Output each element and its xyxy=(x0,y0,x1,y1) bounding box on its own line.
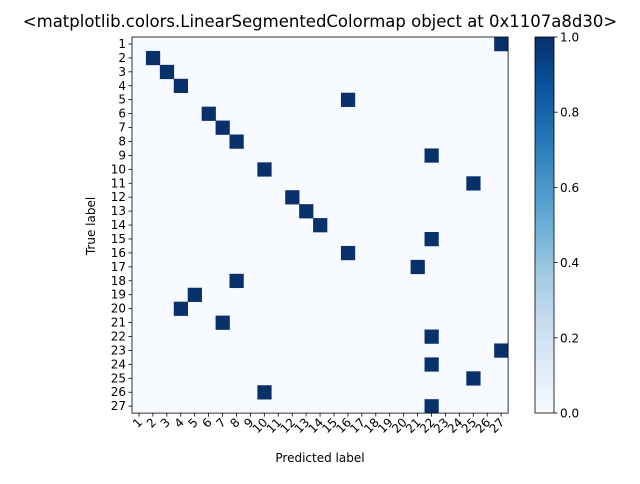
y-tick-label: 2 xyxy=(118,51,126,65)
heatmap-cell xyxy=(466,176,481,191)
heatmap-cell xyxy=(340,92,356,107)
heatmap-cell xyxy=(313,218,328,233)
y-tick-label: 4 xyxy=(118,79,126,93)
y-tick-label: 20 xyxy=(111,302,126,316)
heatmap-cell xyxy=(159,64,175,80)
heatmap-cell xyxy=(340,245,356,261)
y-tick-label: 18 xyxy=(111,274,126,288)
y-tick-label: 6 xyxy=(118,107,126,121)
y-tick-label: 1 xyxy=(118,37,126,51)
y-tick-label: 23 xyxy=(111,343,126,357)
heatmap-cell xyxy=(173,301,189,316)
y-tick-label: 17 xyxy=(111,260,126,274)
x-tick-label: 27 xyxy=(487,415,508,436)
heatmap-cell xyxy=(424,357,439,372)
heatmap-cell xyxy=(494,343,509,358)
heatmap-cell xyxy=(424,399,439,414)
colorbar-tick-label: 0.8 xyxy=(560,106,579,120)
y-tick-label: 16 xyxy=(111,246,126,260)
heatmap-plot-area: 1234567891011121314151617181920212223242… xyxy=(111,36,509,436)
heatmap-cell xyxy=(257,162,272,177)
y-tick-label: 13 xyxy=(111,204,126,218)
heatmap-cell xyxy=(173,78,189,94)
y-tick-label: 9 xyxy=(118,148,126,162)
heatmap-cell xyxy=(145,50,161,66)
y-tick-label: 3 xyxy=(118,65,126,79)
y-tick-label: 24 xyxy=(111,357,126,371)
x-tick-label: 1 xyxy=(130,415,145,430)
y-tick-label: 8 xyxy=(118,134,126,148)
y-tick-label: 22 xyxy=(111,329,126,343)
y-axis-label: True label xyxy=(84,197,98,256)
y-tick-label: 26 xyxy=(111,385,126,399)
heatmap-cell xyxy=(229,134,244,149)
y-tick-label: 21 xyxy=(111,316,126,330)
x-tick-label: 3 xyxy=(158,415,173,430)
y-tick-label: 10 xyxy=(111,162,126,176)
heatmap-cell xyxy=(424,148,439,163)
y-tick-label: 7 xyxy=(118,121,126,135)
heatmap-cell xyxy=(299,204,314,219)
x-tick-label: 5 xyxy=(186,415,201,430)
y-tick-label: 25 xyxy=(111,371,126,385)
colorbar-gradient xyxy=(534,36,555,414)
heatmap-cell xyxy=(187,287,202,302)
x-tick-label: 2 xyxy=(144,415,159,430)
x-tick-label: 7 xyxy=(213,415,228,430)
colorbar: 0.0 0.2 0.4 0.6 0.8 1.0 xyxy=(534,31,579,421)
heatmap-cell xyxy=(424,232,439,247)
chart-title: <matplotlib.colors.LinearSegmentedColorm… xyxy=(22,12,618,31)
heatmap-cell xyxy=(229,273,244,289)
heatmap-cell xyxy=(424,329,439,344)
colorbar-tick-label: 0.0 xyxy=(560,407,579,421)
x-tick-label: 4 xyxy=(172,415,187,430)
colorbar-tick-label: 1.0 xyxy=(560,31,579,45)
y-tick-label: 19 xyxy=(111,288,126,302)
heatmap-cell xyxy=(215,120,230,135)
x-tick-label: 8 xyxy=(227,415,242,430)
x-axis-label: Predicted label xyxy=(275,451,364,465)
heatmap-cell xyxy=(410,259,425,275)
y-tick-label: 5 xyxy=(118,93,126,107)
heatmap-cell xyxy=(285,190,300,205)
y-tick-label: 27 xyxy=(111,399,126,413)
colorbar-tick-label: 0.6 xyxy=(560,181,579,195)
x-tick-label: 6 xyxy=(199,415,214,430)
y-tick-label: 15 xyxy=(111,232,126,246)
heatmap-cell xyxy=(215,315,230,330)
colorbar-tick-label: 0.4 xyxy=(560,256,579,270)
colorbar-tick-label: 0.2 xyxy=(560,331,579,345)
heatmap-cell xyxy=(257,385,272,400)
heatmap-cell xyxy=(466,371,481,386)
y-tick-label: 12 xyxy=(111,190,126,204)
y-tick-label: 11 xyxy=(111,176,126,190)
heatmap-cell xyxy=(494,37,509,52)
heatmap-cell xyxy=(201,106,216,121)
y-tick-label: 14 xyxy=(111,218,126,232)
